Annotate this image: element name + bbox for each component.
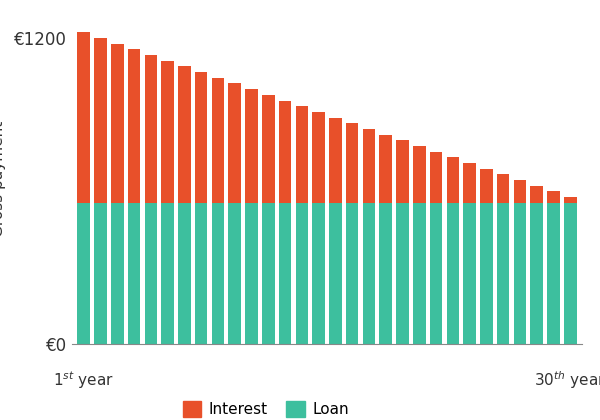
Bar — [245, 202, 258, 344]
Bar — [530, 202, 543, 344]
Bar — [547, 191, 560, 202]
Bar — [480, 168, 493, 202]
Bar — [564, 197, 577, 202]
Bar — [463, 202, 476, 344]
Bar — [413, 146, 425, 202]
Legend: Interest, Loan: Interest, Loan — [176, 395, 355, 420]
Bar — [446, 157, 459, 202]
Text: 1$^{st}$ year: 1$^{st}$ year — [53, 370, 114, 391]
Bar — [178, 66, 191, 202]
Bar — [145, 55, 157, 202]
Bar — [229, 202, 241, 344]
Bar — [430, 152, 442, 202]
Bar — [279, 100, 292, 202]
Bar — [94, 38, 107, 202]
Bar — [514, 202, 526, 344]
Bar — [77, 32, 90, 202]
Bar — [178, 202, 191, 344]
Bar — [161, 202, 174, 344]
Bar — [329, 118, 341, 202]
Bar — [396, 140, 409, 202]
Bar — [362, 202, 375, 344]
Bar — [94, 202, 107, 344]
Bar — [313, 202, 325, 344]
Text: 30$^{th}$ year: 30$^{th}$ year — [535, 370, 600, 391]
Bar — [195, 72, 208, 202]
Bar — [514, 180, 526, 202]
Bar — [145, 202, 157, 344]
Bar — [296, 202, 308, 344]
Bar — [111, 44, 124, 202]
Bar — [111, 202, 124, 344]
Bar — [212, 78, 224, 202]
Bar — [128, 50, 140, 202]
Bar — [77, 202, 90, 344]
Bar — [262, 202, 275, 344]
Bar — [564, 202, 577, 344]
Bar — [396, 202, 409, 344]
Bar — [212, 202, 224, 344]
Bar — [497, 174, 509, 202]
Bar — [463, 163, 476, 202]
Y-axis label: Gross payment: Gross payment — [0, 121, 6, 236]
Bar — [497, 202, 509, 344]
Bar — [245, 89, 258, 202]
Bar — [379, 134, 392, 202]
Bar — [430, 202, 442, 344]
Bar — [362, 129, 375, 202]
Bar — [161, 61, 174, 202]
Bar — [329, 202, 341, 344]
Bar — [195, 202, 208, 344]
Bar — [547, 202, 560, 344]
Bar — [296, 106, 308, 202]
Bar — [262, 95, 275, 202]
Bar — [313, 112, 325, 202]
Bar — [346, 123, 358, 202]
Bar — [446, 202, 459, 344]
Bar — [530, 186, 543, 202]
Bar — [480, 202, 493, 344]
Bar — [413, 202, 425, 344]
Bar — [229, 84, 241, 202]
Bar — [128, 202, 140, 344]
Bar — [346, 202, 358, 344]
Bar — [379, 202, 392, 344]
Bar — [279, 202, 292, 344]
